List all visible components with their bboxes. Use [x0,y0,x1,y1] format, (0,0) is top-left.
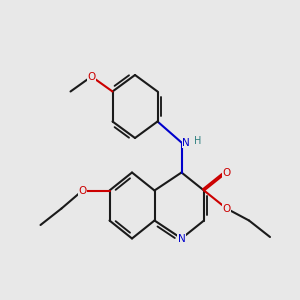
Text: O: O [87,71,96,82]
Text: O: O [222,203,231,214]
Text: H: H [194,136,202,146]
Text: O: O [78,185,87,196]
Text: N: N [178,233,185,244]
Text: N: N [182,137,190,148]
Text: O: O [222,167,231,178]
